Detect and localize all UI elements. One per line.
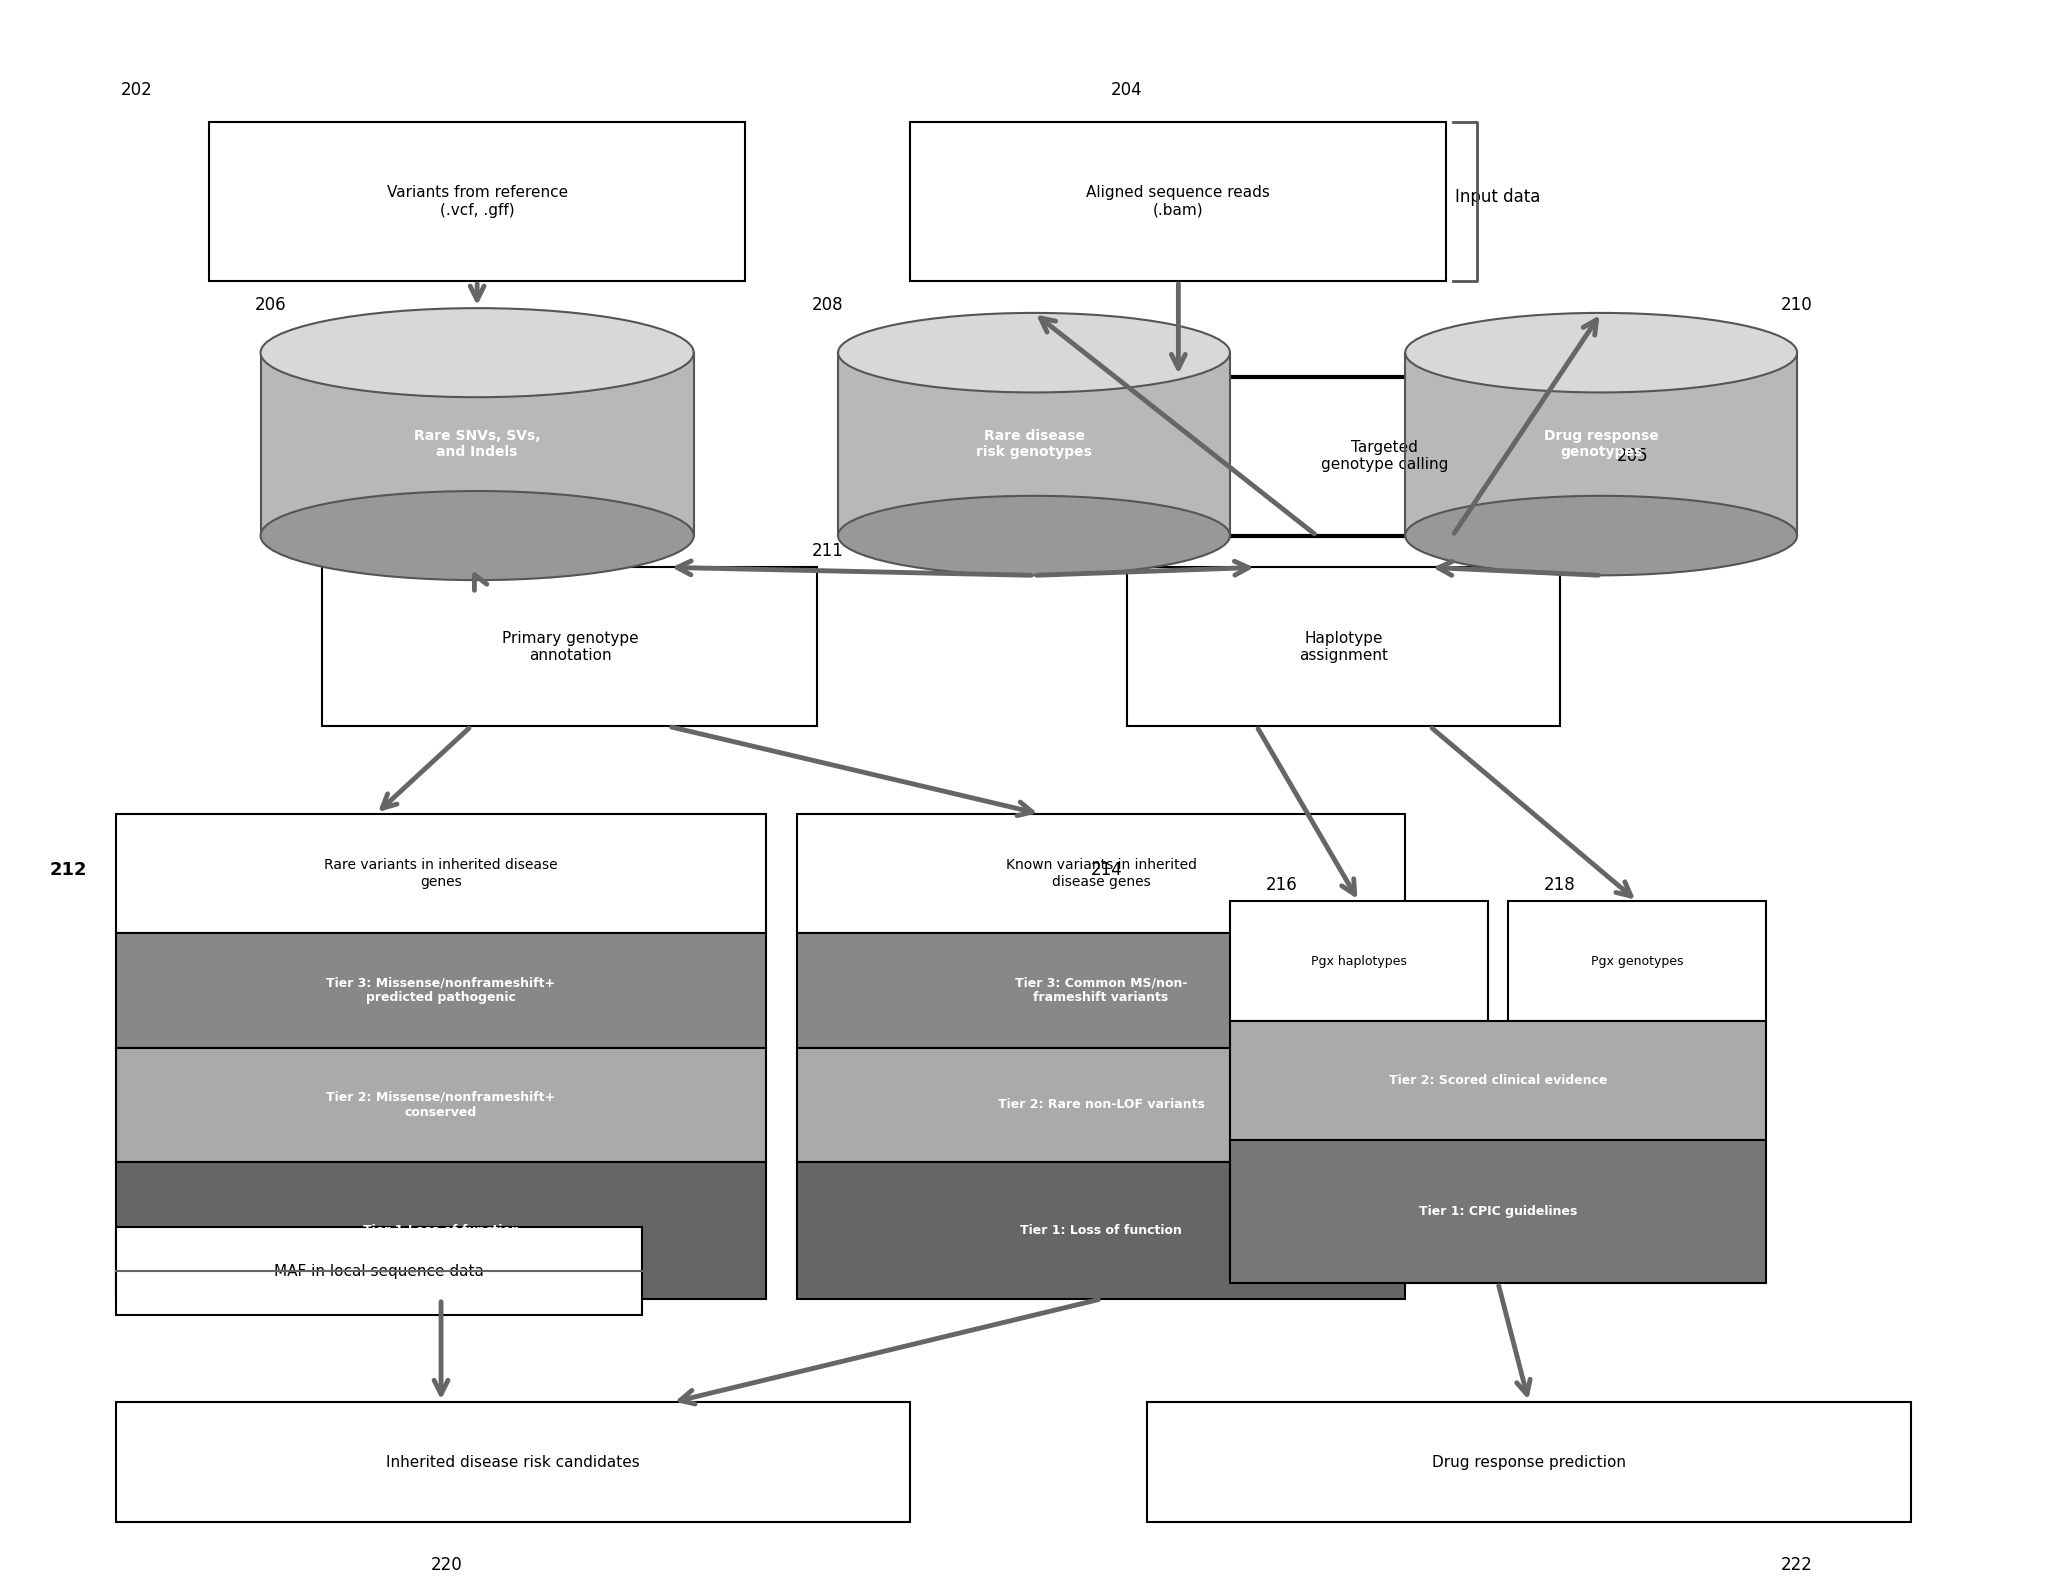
Text: Tier 2: Missense/nonframeshift+
conserved: Tier 2: Missense/nonframeshift+ conserve… [327,1092,556,1119]
Bar [1508,902,1766,1021]
Text: Drug response prediction: Drug response prediction [1431,1454,1625,1470]
Text: 216: 216 [1266,876,1297,894]
Bar [116,814,765,934]
Bar [796,934,1406,1047]
Bar [116,1227,643,1315]
Text: Rare SNVs, SVs,
and Indels: Rare SNVs, SVs, and Indels [414,429,540,460]
Bar [1127,568,1559,726]
Bar [209,121,744,281]
Bar [116,1047,765,1162]
Bar [1406,353,1797,536]
Bar [116,1162,765,1299]
Bar [1230,1021,1766,1140]
Text: Pgx genotypes: Pgx genotypes [1590,954,1683,967]
Text: Tier 2: Rare non-LOF variants: Tier 2: Rare non-LOF variants [997,1098,1204,1111]
Text: Tier 3: Missense/nonframeshift+
predicted pathogenic: Tier 3: Missense/nonframeshift+ predicte… [327,977,556,1004]
Bar [261,353,693,536]
Bar [116,1403,910,1521]
Text: Targeted
genotype calling: Targeted genotype calling [1321,440,1448,472]
Bar [796,814,1406,934]
Text: 213: 213 [1111,543,1144,560]
Text: 205: 205 [1617,447,1648,464]
Text: 214: 214 [1090,860,1123,878]
Text: Tier 2: Scored clinical evidence: Tier 2: Scored clinical evidence [1390,1074,1607,1087]
Text: Drug response
genotypes: Drug response genotypes [1545,429,1659,460]
Text: Tier 3: Common MS/non-
frameshift variants: Tier 3: Common MS/non- frameshift varian… [1015,977,1187,1004]
Bar [116,934,765,1047]
Ellipse shape [838,496,1230,575]
Text: 212: 212 [50,860,87,878]
Text: Aligned sequence reads
(.bam): Aligned sequence reads (.bam) [1086,185,1270,217]
Text: Rare variants in inherited disease
genes: Rare variants in inherited disease genes [325,859,558,889]
Text: 218: 218 [1545,876,1576,894]
Bar [796,1047,1406,1162]
Text: 204: 204 [1111,81,1144,99]
Text: 208: 208 [813,295,844,314]
Text: 202: 202 [120,81,153,99]
Text: Haplotype
assignment: Haplotype assignment [1299,630,1388,662]
Bar [1230,1140,1766,1283]
Text: Tier 1: CPIC guidelines: Tier 1: CPIC guidelines [1419,1205,1578,1218]
Text: Tier 1: Loss of function: Tier 1: Loss of function [1020,1224,1183,1237]
Bar [838,353,1230,536]
Text: 222: 222 [1781,1556,1814,1574]
Text: Input data: Input data [1456,188,1541,206]
Text: Known variants in inherited
disease genes: Known variants in inherited disease gene… [1005,859,1197,889]
Text: Inherited disease risk candidates: Inherited disease risk candidates [387,1454,641,1470]
Ellipse shape [838,313,1230,393]
Bar [1230,902,1487,1021]
Bar [1148,1403,1911,1521]
Text: Variants from reference
(.vcf, .gff): Variants from reference (.vcf, .gff) [387,185,569,217]
Ellipse shape [1406,496,1797,575]
Bar [1158,377,1611,536]
Text: Rare disease
risk genotypes: Rare disease risk genotypes [976,429,1092,460]
Ellipse shape [1406,313,1797,393]
Ellipse shape [261,492,693,579]
Ellipse shape [261,308,693,397]
Text: MAF in local sequence data: MAF in local sequence data [275,1264,484,1278]
Bar [323,568,817,726]
Bar [910,121,1446,281]
Text: Pgx haplotypes: Pgx haplotypes [1311,954,1406,967]
Text: Tier 1 Loss of function: Tier 1 Loss of function [362,1224,519,1237]
Text: 210: 210 [1781,295,1814,314]
Bar [796,1162,1406,1299]
Text: Primary genotype
annotation: Primary genotype annotation [503,630,639,662]
Text: 220: 220 [430,1556,461,1574]
Text: 211: 211 [813,543,844,560]
Text: 206: 206 [254,295,287,314]
